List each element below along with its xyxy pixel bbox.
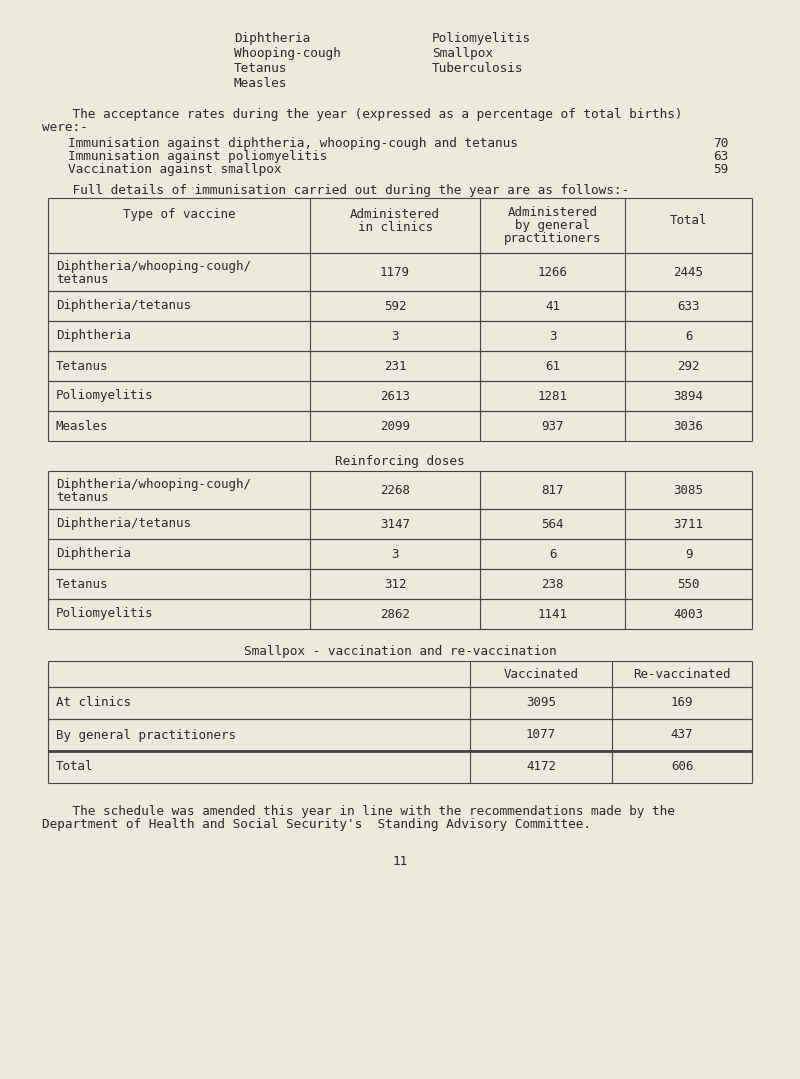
Text: by general: by general bbox=[515, 219, 590, 232]
Text: Re-vaccinated: Re-vaccinated bbox=[634, 668, 730, 681]
Text: Tetanus: Tetanus bbox=[234, 62, 287, 76]
Text: Reinforcing doses: Reinforcing doses bbox=[335, 455, 465, 468]
Text: 6: 6 bbox=[549, 547, 556, 560]
Text: 6: 6 bbox=[685, 329, 692, 342]
Text: 550: 550 bbox=[678, 577, 700, 590]
Text: 3147: 3147 bbox=[380, 518, 410, 531]
Text: 3711: 3711 bbox=[674, 518, 703, 531]
Text: 1077: 1077 bbox=[526, 728, 556, 741]
Text: 2613: 2613 bbox=[380, 390, 410, 402]
Text: 592: 592 bbox=[384, 300, 406, 313]
Text: Smallpox - vaccination and re-vaccination: Smallpox - vaccination and re-vaccinatio… bbox=[244, 645, 556, 658]
Text: Vaccinated: Vaccinated bbox=[503, 668, 578, 681]
Text: 2445: 2445 bbox=[674, 265, 703, 278]
Text: The acceptance rates during the year (expressed as a percentage of total births): The acceptance rates during the year (ex… bbox=[42, 108, 682, 121]
Text: 3036: 3036 bbox=[674, 420, 703, 433]
Text: 2268: 2268 bbox=[380, 483, 410, 496]
Text: Department of Health and Social Security's  Standing Advisory Committee.: Department of Health and Social Security… bbox=[42, 818, 591, 831]
Text: Smallpox: Smallpox bbox=[432, 47, 493, 60]
Text: 4003: 4003 bbox=[674, 607, 703, 620]
Text: 3894: 3894 bbox=[674, 390, 703, 402]
Text: 3085: 3085 bbox=[674, 483, 703, 496]
Text: Immunisation against poliomyelitis: Immunisation against poliomyelitis bbox=[68, 150, 327, 163]
Text: Diphtheria: Diphtheria bbox=[234, 32, 310, 45]
Text: were:-: were:- bbox=[42, 121, 88, 134]
Text: Total: Total bbox=[670, 214, 707, 227]
Text: 63: 63 bbox=[713, 150, 728, 163]
Text: Diphtheria/tetanus: Diphtheria/tetanus bbox=[56, 300, 191, 313]
Text: 59: 59 bbox=[713, 163, 728, 176]
Text: Tuberculosis: Tuberculosis bbox=[432, 62, 523, 76]
Text: practitioners: practitioners bbox=[504, 232, 602, 245]
Text: Poliomyelitis: Poliomyelitis bbox=[56, 390, 154, 402]
Text: Administered: Administered bbox=[350, 208, 440, 221]
Text: 1141: 1141 bbox=[538, 607, 567, 620]
Text: 1281: 1281 bbox=[538, 390, 567, 402]
Text: Diphtheria/tetanus: Diphtheria/tetanus bbox=[56, 518, 191, 531]
Text: 312: 312 bbox=[384, 577, 406, 590]
Text: Tetanus: Tetanus bbox=[56, 359, 109, 372]
Text: 1179: 1179 bbox=[380, 265, 410, 278]
Text: At clinics: At clinics bbox=[56, 697, 131, 710]
Text: tetanus: tetanus bbox=[56, 491, 109, 504]
Text: Vaccination against smallpox: Vaccination against smallpox bbox=[68, 163, 282, 176]
Text: 4172: 4172 bbox=[526, 761, 556, 774]
Text: Type of vaccine: Type of vaccine bbox=[122, 208, 235, 221]
Text: Total: Total bbox=[56, 761, 94, 774]
Text: Diphtheria: Diphtheria bbox=[56, 329, 131, 342]
Text: Tetanus: Tetanus bbox=[56, 577, 109, 590]
Text: 3: 3 bbox=[391, 547, 398, 560]
Text: Whooping-cough: Whooping-cough bbox=[234, 47, 341, 60]
Text: Administered: Administered bbox=[507, 206, 598, 219]
Text: 9: 9 bbox=[685, 547, 692, 560]
Text: Diphtheria: Diphtheria bbox=[56, 547, 131, 560]
Text: 937: 937 bbox=[542, 420, 564, 433]
Text: 3095: 3095 bbox=[526, 697, 556, 710]
Text: By general practitioners: By general practitioners bbox=[56, 728, 236, 741]
Text: 70: 70 bbox=[713, 137, 728, 150]
Text: 633: 633 bbox=[678, 300, 700, 313]
Text: 564: 564 bbox=[542, 518, 564, 531]
Text: Poliomyelitis: Poliomyelitis bbox=[432, 32, 531, 45]
Text: Diphtheria/whooping-cough/: Diphtheria/whooping-cough/ bbox=[56, 260, 251, 273]
Text: 437: 437 bbox=[670, 728, 694, 741]
Text: 3: 3 bbox=[549, 329, 556, 342]
Text: 11: 11 bbox=[392, 855, 408, 868]
Text: Poliomyelitis: Poliomyelitis bbox=[56, 607, 154, 620]
Text: tetanus: tetanus bbox=[56, 273, 109, 286]
Text: 1266: 1266 bbox=[538, 265, 567, 278]
Text: 2099: 2099 bbox=[380, 420, 410, 433]
Text: Diphtheria/whooping-cough/: Diphtheria/whooping-cough/ bbox=[56, 478, 251, 491]
Text: in clinics: in clinics bbox=[358, 221, 433, 234]
Text: 61: 61 bbox=[545, 359, 560, 372]
Text: Full details of immunisation carried out during the year are as follows:-: Full details of immunisation carried out… bbox=[42, 185, 629, 197]
Text: 231: 231 bbox=[384, 359, 406, 372]
Text: 41: 41 bbox=[545, 300, 560, 313]
Text: 238: 238 bbox=[542, 577, 564, 590]
Text: Measles: Measles bbox=[234, 77, 287, 90]
Text: 169: 169 bbox=[670, 697, 694, 710]
Text: 606: 606 bbox=[670, 761, 694, 774]
Text: 2862: 2862 bbox=[380, 607, 410, 620]
Text: Measles: Measles bbox=[56, 420, 109, 433]
Text: 3: 3 bbox=[391, 329, 398, 342]
Text: The schedule was amended this year in line with the recommendations made by the: The schedule was amended this year in li… bbox=[42, 805, 675, 818]
Text: 817: 817 bbox=[542, 483, 564, 496]
Text: 292: 292 bbox=[678, 359, 700, 372]
Text: Immunisation against diphtheria, whooping-cough and tetanus: Immunisation against diphtheria, whoopin… bbox=[68, 137, 518, 150]
